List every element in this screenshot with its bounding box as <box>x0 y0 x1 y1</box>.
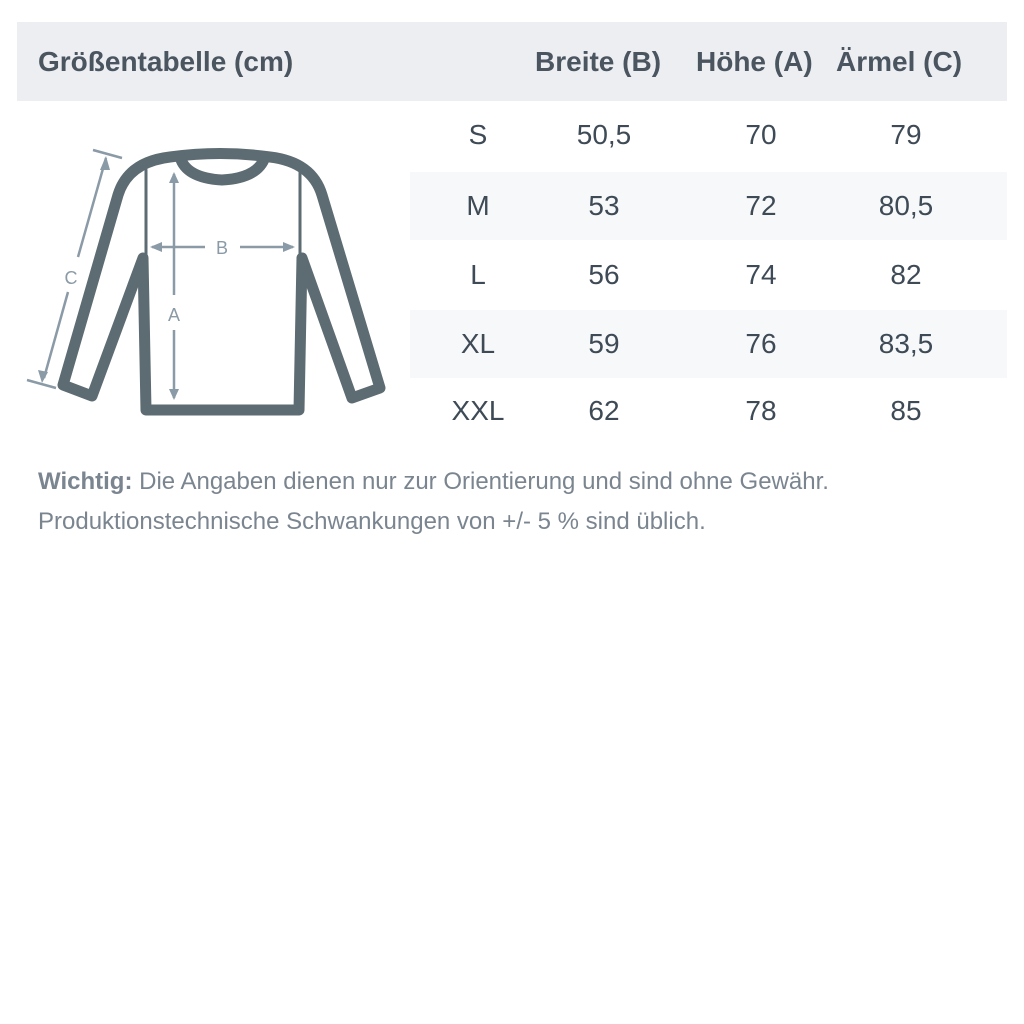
note-line1: Die Angaben dienen nur zur Orientierung … <box>132 468 829 495</box>
cell-b: 56 <box>588 259 620 290</box>
cell-size: L <box>470 259 486 290</box>
cell-c: 80,5 <box>878 190 934 221</box>
cell-b: 53 <box>588 190 620 221</box>
column-header-sleeve: Ärmel (C) <box>836 46 963 77</box>
cell-c: 82 <box>890 259 922 290</box>
cell-b: 59 <box>588 328 620 359</box>
cell-b: 50,5 <box>576 119 632 150</box>
note-bold: Wichtig: <box>38 468 133 495</box>
sweater-diagram: B A C <box>26 148 386 416</box>
label-b: B <box>216 238 228 258</box>
sleeve-arrow <box>76 157 108 258</box>
sweater-outline <box>57 148 386 416</box>
cell-a: 74 <box>745 259 777 290</box>
cell-a: 70 <box>745 119 777 150</box>
table-row: S 50,5 70 79 <box>410 101 1007 169</box>
column-header-height: Höhe (A) <box>696 46 813 77</box>
cell-b: 62 <box>588 395 620 426</box>
cell-c: 83,5 <box>878 328 934 359</box>
table-title: Größentabelle (cm) <box>38 46 294 77</box>
cell-size: XXL <box>451 395 505 426</box>
label-c: C <box>65 268 78 288</box>
sweater-neckline <box>174 151 271 186</box>
label-a: A <box>168 305 180 325</box>
table-header: Größentabelle (cm) Breite (B) Höhe (A) Ä… <box>17 22 1007 101</box>
cell-a: 78 <box>745 395 777 426</box>
table-row: L 56 74 82 <box>410 241 1007 309</box>
cell-a: 76 <box>745 328 777 359</box>
column-header-width: Breite (B) <box>535 46 662 77</box>
disclaimer-note: Wichtig: Die Angaben dienen nur zur Orie… <box>38 462 998 542</box>
cell-size: XL <box>460 328 496 359</box>
cell-size: S <box>468 119 488 150</box>
note-line2: Produktionstechnische Schwankungen von +… <box>38 508 706 535</box>
cell-c: 79 <box>890 119 922 150</box>
cell-a: 72 <box>745 190 777 221</box>
cell-size: M <box>466 190 490 221</box>
table-row: XL 59 76 83,5 <box>410 310 1007 378</box>
cell-c: 85 <box>890 395 922 426</box>
table-row: M 53 72 80,5 <box>410 172 1007 240</box>
table-row: XXL 62 78 85 <box>410 377 1007 445</box>
